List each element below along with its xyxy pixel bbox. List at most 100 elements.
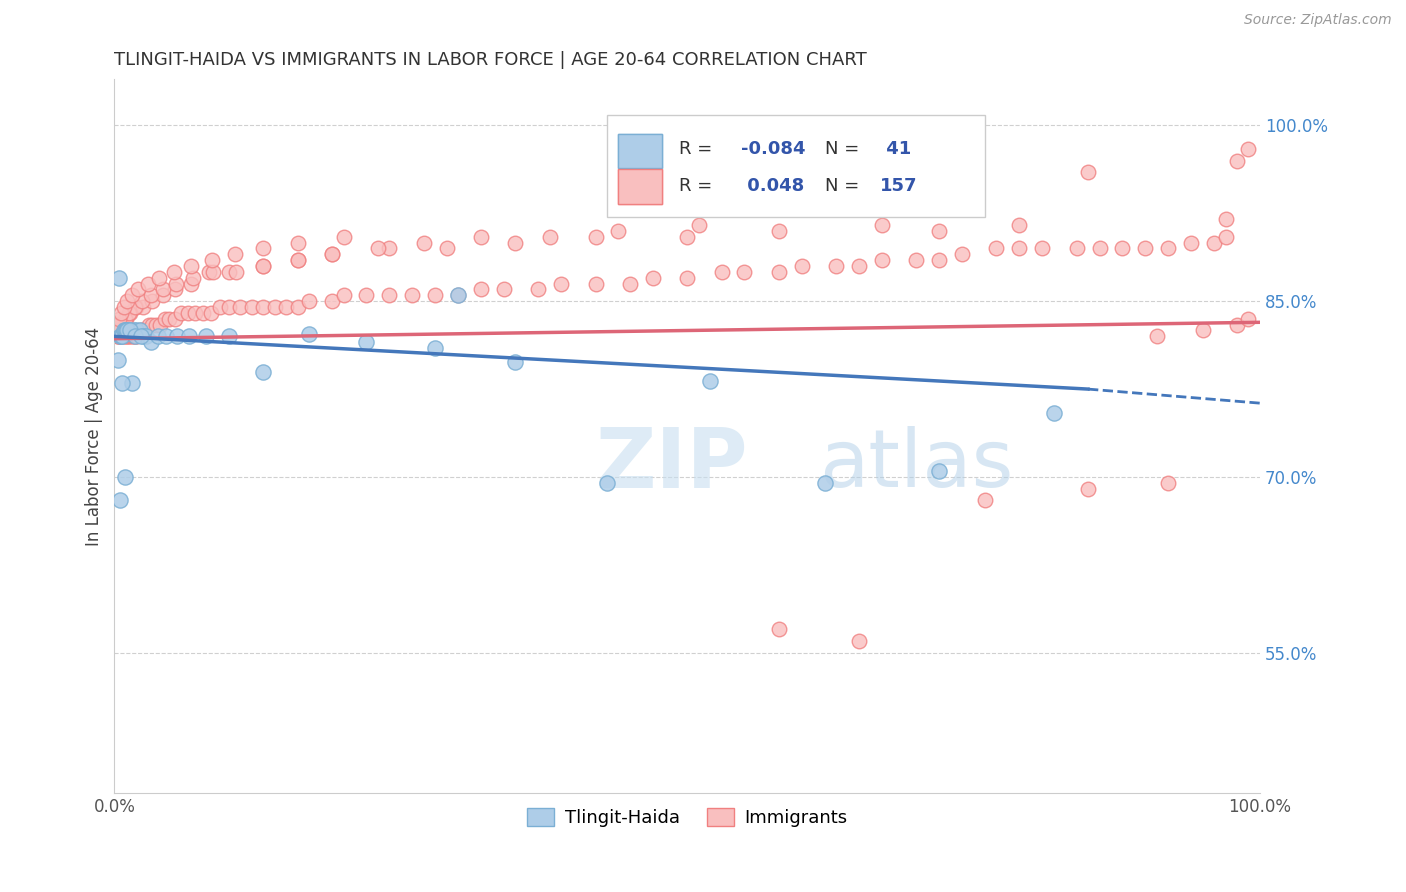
Point	[110, 306, 132, 320]
Point	[1191, 324, 1213, 338]
Point	[115, 324, 138, 338]
Point	[195, 329, 218, 343]
Text: ZIP: ZIP	[596, 424, 748, 505]
Point	[108, 324, 131, 338]
Y-axis label: In Labor Force | Age 20-64: In Labor Force | Age 20-64	[86, 326, 103, 546]
Point	[813, 475, 835, 490]
Point	[145, 318, 167, 332]
Text: 157: 157	[880, 177, 917, 194]
Point	[208, 300, 231, 314]
Point	[125, 324, 148, 338]
Point	[848, 634, 870, 648]
Point	[321, 247, 343, 261]
Point	[198, 265, 221, 279]
Point	[585, 277, 607, 291]
Point	[1088, 242, 1111, 256]
Point	[148, 270, 170, 285]
Point	[240, 300, 263, 314]
Point	[252, 364, 274, 378]
Point	[124, 329, 146, 343]
Point	[321, 247, 343, 261]
Point	[107, 318, 129, 332]
Point	[550, 277, 572, 291]
Point	[287, 253, 309, 268]
Point	[676, 270, 699, 285]
Point	[127, 329, 149, 343]
Point	[252, 242, 274, 256]
Point	[1157, 242, 1180, 256]
Point	[356, 288, 378, 302]
Point	[790, 259, 813, 273]
Point	[986, 242, 1008, 256]
Point	[298, 294, 321, 309]
Point	[436, 242, 458, 256]
Point	[367, 242, 389, 256]
Point	[139, 335, 162, 350]
Point	[121, 288, 143, 302]
Point	[768, 224, 790, 238]
Point	[163, 265, 186, 279]
Point	[135, 329, 157, 343]
Point	[505, 355, 527, 369]
Text: Source: ZipAtlas.com: Source: ZipAtlas.com	[1244, 13, 1392, 28]
Point	[1215, 229, 1237, 244]
Point	[108, 329, 131, 343]
Point	[138, 318, 160, 332]
Point	[105, 324, 128, 338]
Point	[1226, 318, 1249, 332]
Point	[492, 283, 515, 297]
Point	[152, 288, 174, 302]
Point	[928, 253, 950, 268]
Point	[139, 288, 162, 302]
Point	[1008, 218, 1031, 232]
Point	[117, 329, 139, 343]
Point	[470, 283, 492, 297]
Point	[710, 265, 733, 279]
Point	[378, 288, 401, 302]
Point	[112, 324, 135, 338]
Point	[825, 259, 848, 273]
Point	[848, 259, 870, 273]
Point	[165, 277, 187, 291]
Point	[447, 288, 470, 302]
Point	[870, 253, 893, 268]
Point	[298, 326, 321, 341]
Point	[105, 329, 128, 343]
Point	[423, 288, 446, 302]
Point	[166, 329, 188, 343]
Point	[201, 265, 224, 279]
Point	[218, 329, 240, 343]
Point	[111, 329, 134, 343]
Point	[699, 374, 721, 388]
Text: atlas: atlas	[818, 425, 1014, 504]
Point	[120, 329, 142, 343]
Point	[1042, 405, 1064, 419]
Point	[287, 300, 309, 314]
Point	[107, 329, 129, 343]
Point	[155, 329, 177, 343]
Point	[136, 277, 159, 291]
Point	[527, 283, 550, 297]
Point	[1226, 153, 1249, 168]
Point	[177, 329, 200, 343]
Point	[252, 300, 274, 314]
Point	[110, 329, 132, 343]
Point	[115, 294, 138, 309]
Point	[141, 294, 163, 309]
Point	[134, 324, 156, 338]
Point	[128, 324, 150, 338]
Point	[191, 306, 214, 320]
Point	[974, 493, 997, 508]
Point	[165, 283, 187, 297]
Point	[115, 329, 138, 343]
Point	[332, 229, 354, 244]
Legend: Tlingit-Haida, Immigrants: Tlingit-Haida, Immigrants	[519, 800, 855, 834]
Point	[157, 311, 180, 326]
Point	[676, 229, 699, 244]
Point	[378, 242, 401, 256]
Point	[218, 265, 240, 279]
Point	[505, 235, 527, 250]
Point	[122, 324, 145, 338]
Point	[132, 329, 155, 343]
Point	[229, 300, 252, 314]
